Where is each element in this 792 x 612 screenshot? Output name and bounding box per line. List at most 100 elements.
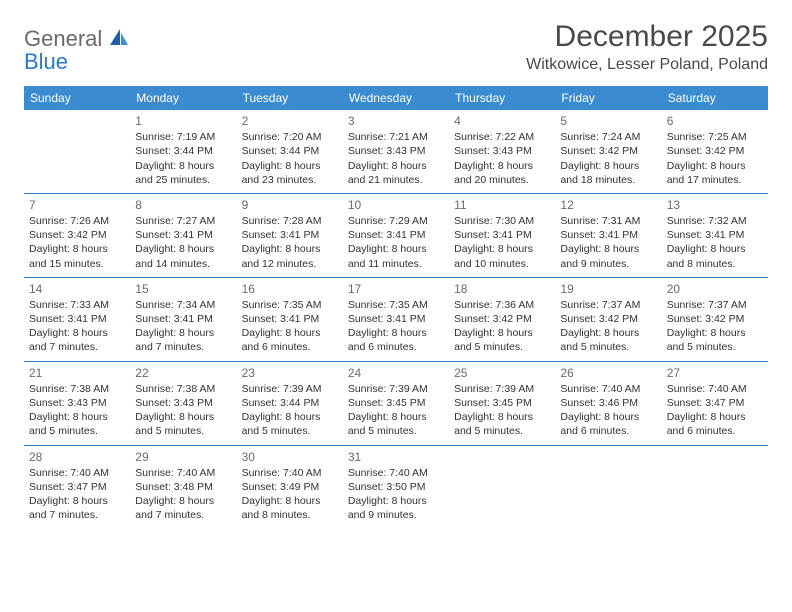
calendar-cell: 28Sunrise: 7:40 AMSunset: 3:47 PMDayligh… xyxy=(24,445,130,528)
calendar-cell xyxy=(449,445,555,528)
daylight-text: Daylight: 8 hours xyxy=(348,410,444,424)
daylight-text: Daylight: 8 hours xyxy=(29,326,125,340)
brand-word-2: Blue xyxy=(24,49,68,74)
sunset-text: Sunset: 3:41 PM xyxy=(454,228,550,242)
day-number: 1 xyxy=(135,113,231,129)
day-number: 26 xyxy=(560,365,656,381)
daylight-text: and 7 minutes. xyxy=(135,508,231,522)
sunset-text: Sunset: 3:41 PM xyxy=(348,228,444,242)
calendar-cell: 8Sunrise: 7:27 AMSunset: 3:41 PMDaylight… xyxy=(130,193,236,277)
sunrise-text: Sunrise: 7:40 AM xyxy=(135,466,231,480)
day-number: 4 xyxy=(454,113,550,129)
day-number: 31 xyxy=(348,449,444,465)
daylight-text: and 5 minutes. xyxy=(560,340,656,354)
daylight-text: Daylight: 8 hours xyxy=(135,242,231,256)
calendar-cell: 12Sunrise: 7:31 AMSunset: 3:41 PMDayligh… xyxy=(555,193,661,277)
calendar-cell: 21Sunrise: 7:38 AMSunset: 3:43 PMDayligh… xyxy=(24,361,130,445)
daylight-text: and 6 minutes. xyxy=(348,340,444,354)
day-number: 21 xyxy=(29,365,125,381)
calendar-cell: 22Sunrise: 7:38 AMSunset: 3:43 PMDayligh… xyxy=(130,361,236,445)
calendar-cell: 11Sunrise: 7:30 AMSunset: 3:41 PMDayligh… xyxy=(449,193,555,277)
day-number: 18 xyxy=(454,281,550,297)
col-header: Saturday xyxy=(662,86,768,110)
daylight-text: and 7 minutes. xyxy=(135,340,231,354)
calendar-table: Sunday Monday Tuesday Wednesday Thursday… xyxy=(24,86,768,528)
brand-text: General Blue xyxy=(24,26,129,74)
daylight-text: and 11 minutes. xyxy=(348,257,444,271)
daylight-text: and 6 minutes. xyxy=(242,340,338,354)
sunrise-text: Sunrise: 7:27 AM xyxy=(135,214,231,228)
calendar-cell xyxy=(662,445,768,528)
day-number: 17 xyxy=(348,281,444,297)
daylight-text: Daylight: 8 hours xyxy=(454,242,550,256)
day-number: 28 xyxy=(29,449,125,465)
calendar-cell: 10Sunrise: 7:29 AMSunset: 3:41 PMDayligh… xyxy=(343,193,449,277)
day-number: 14 xyxy=(29,281,125,297)
calendar-cell: 15Sunrise: 7:34 AMSunset: 3:41 PMDayligh… xyxy=(130,277,236,361)
day-number: 15 xyxy=(135,281,231,297)
calendar-cell: 4Sunrise: 7:22 AMSunset: 3:43 PMDaylight… xyxy=(449,110,555,193)
daylight-text: and 9 minutes. xyxy=(560,257,656,271)
brand-logo: General Blue xyxy=(24,26,129,74)
sunset-text: Sunset: 3:42 PM xyxy=(667,144,763,158)
col-header: Wednesday xyxy=(343,86,449,110)
daylight-text: and 7 minutes. xyxy=(29,508,125,522)
day-number: 12 xyxy=(560,197,656,213)
calendar-cell: 29Sunrise: 7:40 AMSunset: 3:48 PMDayligh… xyxy=(130,445,236,528)
sunrise-text: Sunrise: 7:38 AM xyxy=(135,382,231,396)
calendar-cell: 30Sunrise: 7:40 AMSunset: 3:49 PMDayligh… xyxy=(237,445,343,528)
day-number: 22 xyxy=(135,365,231,381)
daylight-text: Daylight: 8 hours xyxy=(135,494,231,508)
calendar-cell: 18Sunrise: 7:36 AMSunset: 3:42 PMDayligh… xyxy=(449,277,555,361)
calendar-cell: 23Sunrise: 7:39 AMSunset: 3:44 PMDayligh… xyxy=(237,361,343,445)
sunset-text: Sunset: 3:42 PM xyxy=(29,228,125,242)
sunrise-text: Sunrise: 7:22 AM xyxy=(454,130,550,144)
daylight-text: Daylight: 8 hours xyxy=(135,159,231,173)
sunset-text: Sunset: 3:47 PM xyxy=(667,396,763,410)
day-number: 11 xyxy=(454,197,550,213)
calendar-row: 1Sunrise: 7:19 AMSunset: 3:44 PMDaylight… xyxy=(24,110,768,193)
daylight-text: Daylight: 8 hours xyxy=(667,410,763,424)
calendar-cell: 14Sunrise: 7:33 AMSunset: 3:41 PMDayligh… xyxy=(24,277,130,361)
daylight-text: and 8 minutes. xyxy=(667,257,763,271)
sunset-text: Sunset: 3:44 PM xyxy=(242,144,338,158)
daylight-text: Daylight: 8 hours xyxy=(560,326,656,340)
sunrise-text: Sunrise: 7:31 AM xyxy=(560,214,656,228)
day-number: 13 xyxy=(667,197,763,213)
sunrise-text: Sunrise: 7:39 AM xyxy=(348,382,444,396)
calendar-cell: 6Sunrise: 7:25 AMSunset: 3:42 PMDaylight… xyxy=(662,110,768,193)
col-header: Tuesday xyxy=(237,86,343,110)
daylight-text: Daylight: 8 hours xyxy=(667,159,763,173)
calendar-cell: 5Sunrise: 7:24 AMSunset: 3:42 PMDaylight… xyxy=(555,110,661,193)
sunset-text: Sunset: 3:49 PM xyxy=(242,480,338,494)
sunset-text: Sunset: 3:45 PM xyxy=(348,396,444,410)
calendar-cell: 17Sunrise: 7:35 AMSunset: 3:41 PMDayligh… xyxy=(343,277,449,361)
sunrise-text: Sunrise: 7:21 AM xyxy=(348,130,444,144)
calendar-cell: 1Sunrise: 7:19 AMSunset: 3:44 PMDaylight… xyxy=(130,110,236,193)
calendar-cell xyxy=(555,445,661,528)
page-title: December 2025 xyxy=(526,20,768,54)
day-number: 8 xyxy=(135,197,231,213)
sunset-text: Sunset: 3:48 PM xyxy=(135,480,231,494)
col-header: Thursday xyxy=(449,86,555,110)
sunset-text: Sunset: 3:45 PM xyxy=(454,396,550,410)
daylight-text: and 5 minutes. xyxy=(454,340,550,354)
sunrise-text: Sunrise: 7:20 AM xyxy=(242,130,338,144)
sunrise-text: Sunrise: 7:40 AM xyxy=(667,382,763,396)
calendar-cell: 7Sunrise: 7:26 AMSunset: 3:42 PMDaylight… xyxy=(24,193,130,277)
calendar-cell: 16Sunrise: 7:35 AMSunset: 3:41 PMDayligh… xyxy=(237,277,343,361)
sunset-text: Sunset: 3:41 PM xyxy=(242,312,338,326)
sunset-text: Sunset: 3:43 PM xyxy=(135,396,231,410)
daylight-text: and 8 minutes. xyxy=(242,508,338,522)
calendar-cell: 9Sunrise: 7:28 AMSunset: 3:41 PMDaylight… xyxy=(237,193,343,277)
sunrise-text: Sunrise: 7:29 AM xyxy=(348,214,444,228)
day-number: 19 xyxy=(560,281,656,297)
daylight-text: and 15 minutes. xyxy=(29,257,125,271)
day-number: 3 xyxy=(348,113,444,129)
sunrise-text: Sunrise: 7:25 AM xyxy=(667,130,763,144)
sunrise-text: Sunrise: 7:39 AM xyxy=(242,382,338,396)
daylight-text: and 5 minutes. xyxy=(242,424,338,438)
daylight-text: Daylight: 8 hours xyxy=(29,410,125,424)
daylight-text: Daylight: 8 hours xyxy=(242,326,338,340)
sunset-text: Sunset: 3:43 PM xyxy=(454,144,550,158)
